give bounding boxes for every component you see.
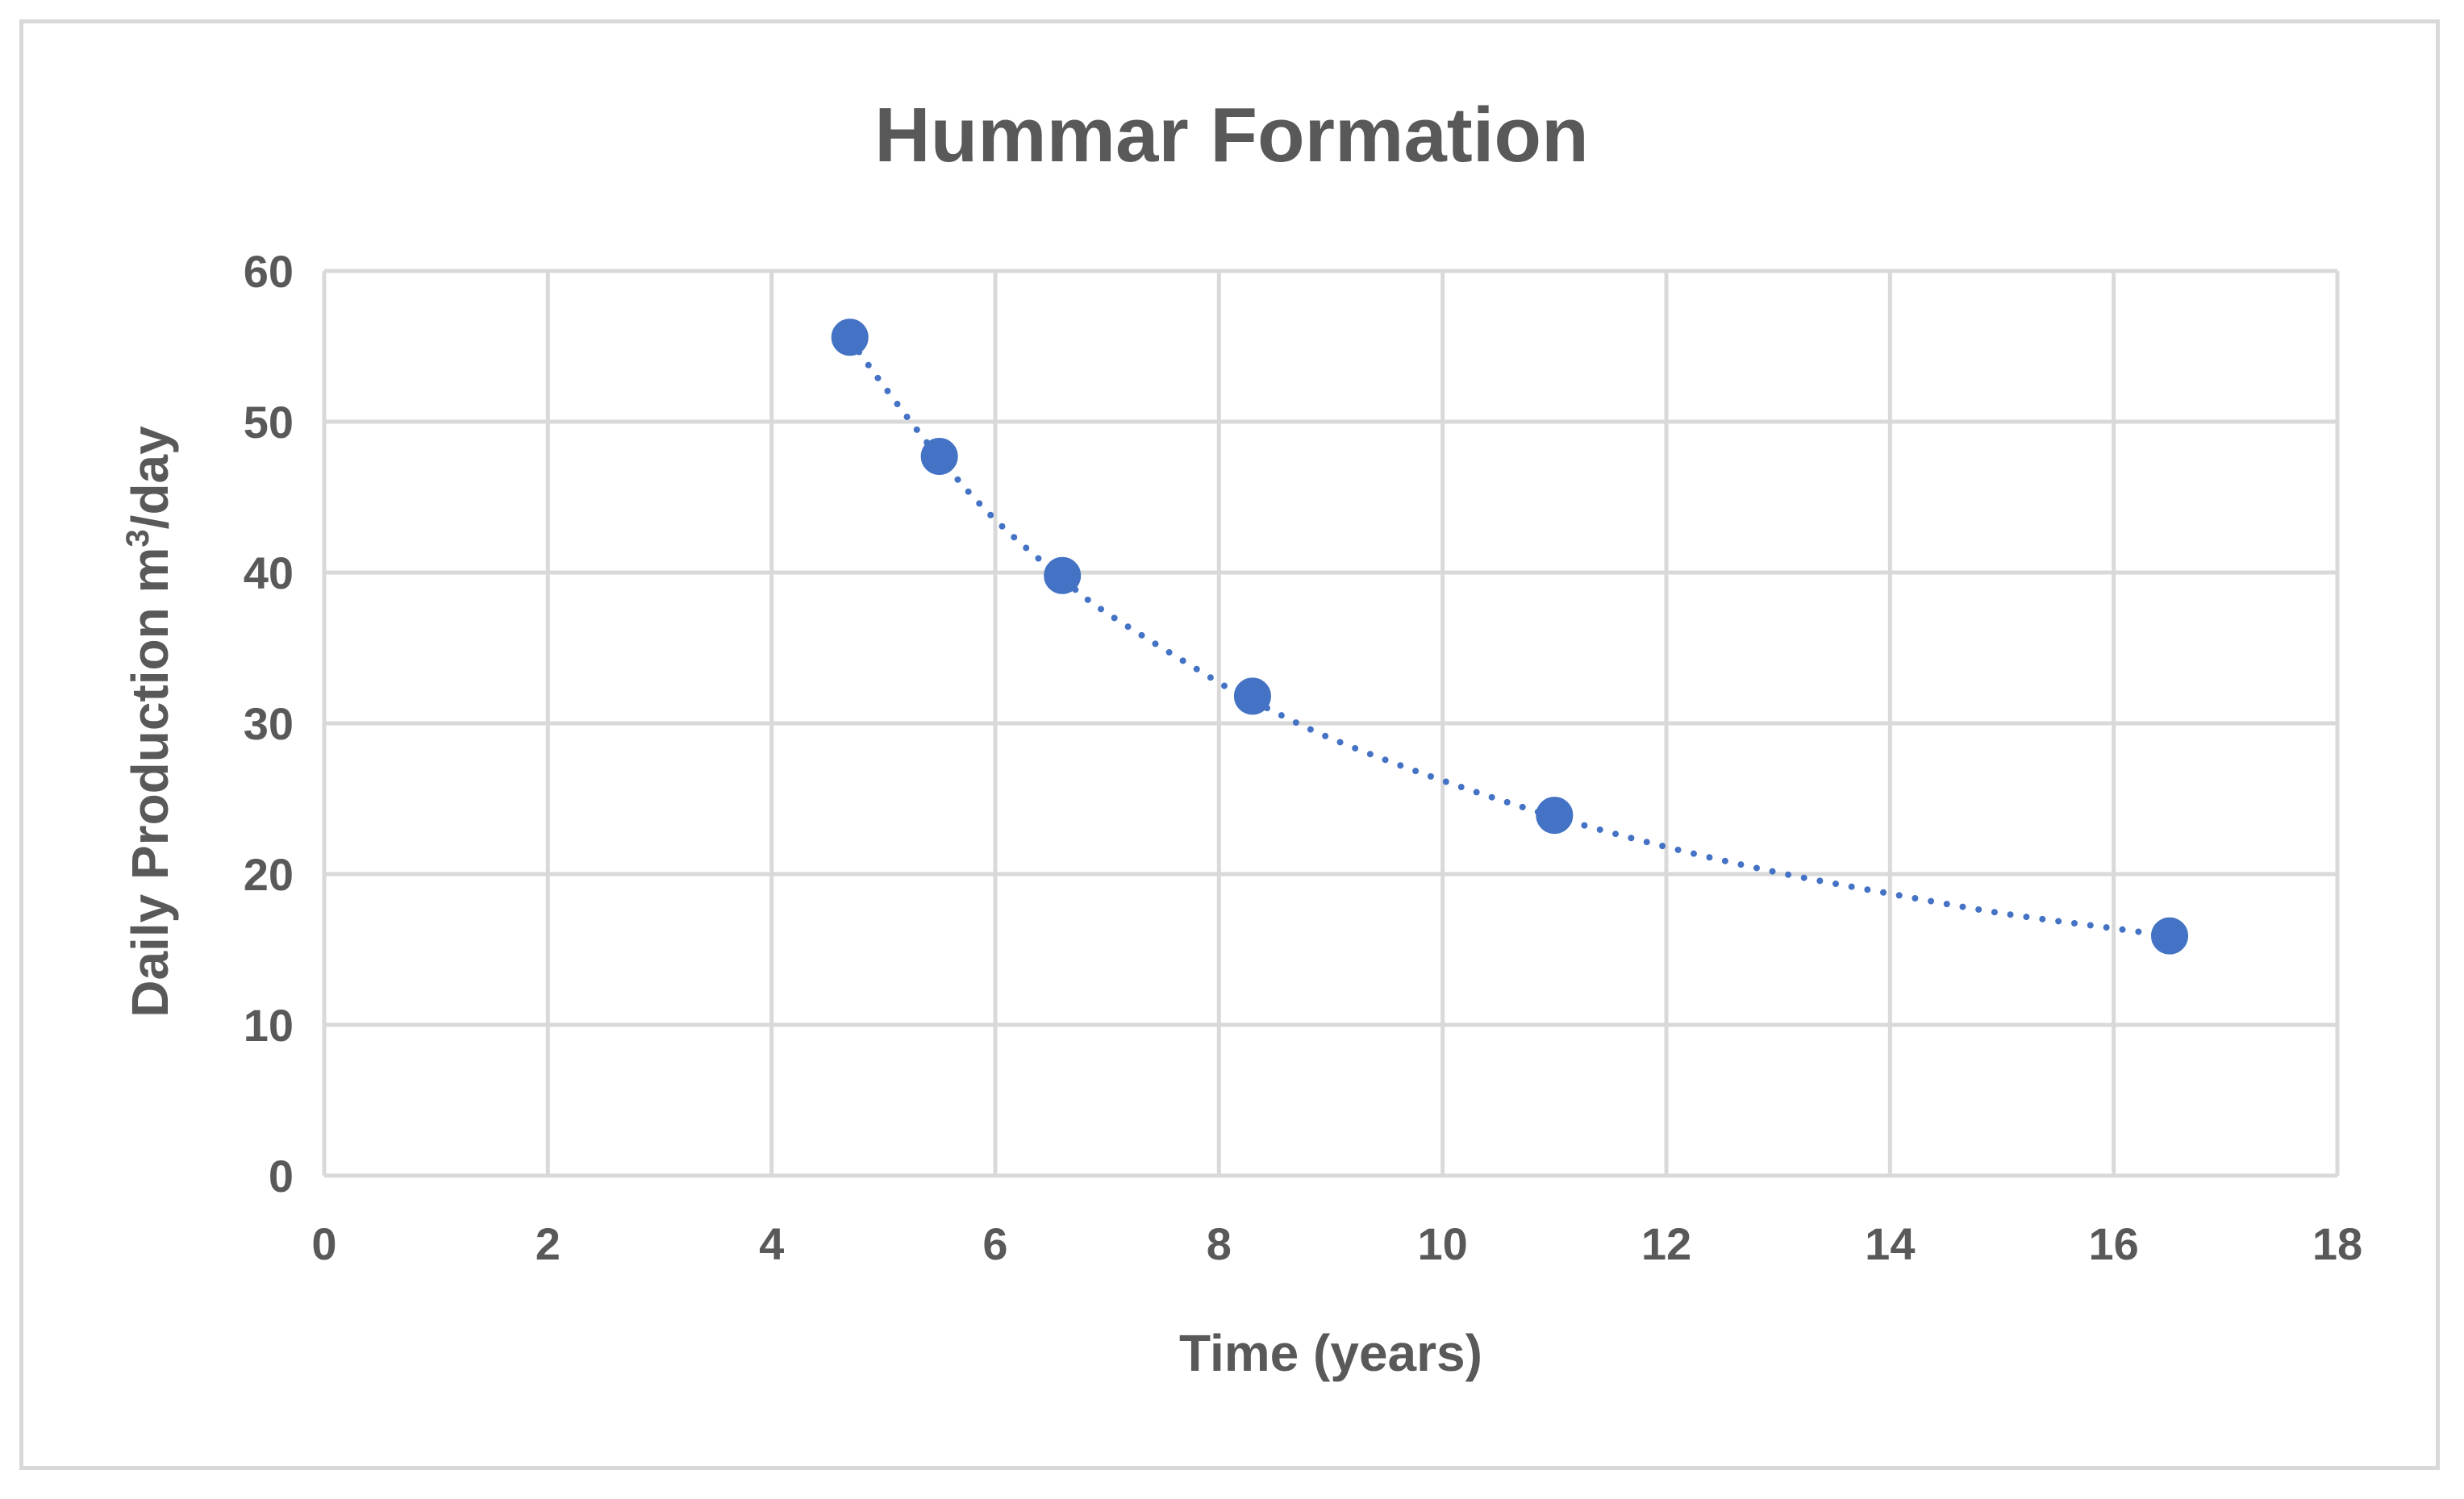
y-tick-label: 30 <box>244 698 294 749</box>
x-tick-label: 14 <box>1865 1218 1915 1269</box>
y-axis-title-main: Daily Production m <box>121 548 179 1018</box>
data-point <box>1536 797 1574 835</box>
y-axis-title-superscript: 3 <box>120 529 156 547</box>
data-point <box>2151 917 2188 955</box>
y-tick-label: 0 <box>269 1151 294 1201</box>
x-tick-label: 16 <box>2089 1218 2139 1269</box>
y-tick-label: 50 <box>244 397 294 448</box>
y-tick-label: 10 <box>244 1000 294 1051</box>
data-point <box>1044 556 1082 594</box>
x-tick-label: 2 <box>536 1218 561 1269</box>
tick-labels-layer: 0 10 20 30 40 50 60 0 2 4 6 8 10 12 14 16 18 <box>244 246 2362 1269</box>
data-point <box>831 319 869 356</box>
data-point <box>1233 677 1271 715</box>
y-tick-label: 20 <box>244 849 294 900</box>
grid-layer <box>322 269 2340 1178</box>
data-point <box>920 438 958 476</box>
x-tick-label: 12 <box>1641 1218 1691 1269</box>
x-axis-title: Time (years) <box>1179 1324 1482 1382</box>
y-tick-label: 60 <box>244 246 294 297</box>
trendline <box>846 335 2173 939</box>
y-tick-label: 40 <box>244 548 294 598</box>
x-tick-label: 0 <box>311 1218 336 1269</box>
chart-title: Hummar Formation <box>874 92 1588 178</box>
x-tick-label: 6 <box>982 1218 1007 1269</box>
x-tick-label: 10 <box>1418 1218 1468 1269</box>
x-tick-label: 8 <box>1207 1218 1232 1269</box>
y-axis-title: Daily Production m3/day <box>120 426 179 1018</box>
x-tick-label: 18 <box>2312 1218 2362 1269</box>
chart-frame <box>19 19 2440 1470</box>
trendline-layer <box>846 335 2173 939</box>
x-tick-label: 4 <box>759 1218 784 1269</box>
y-axis-title-tail: /day <box>121 426 179 529</box>
data-points-layer <box>831 319 2188 955</box>
